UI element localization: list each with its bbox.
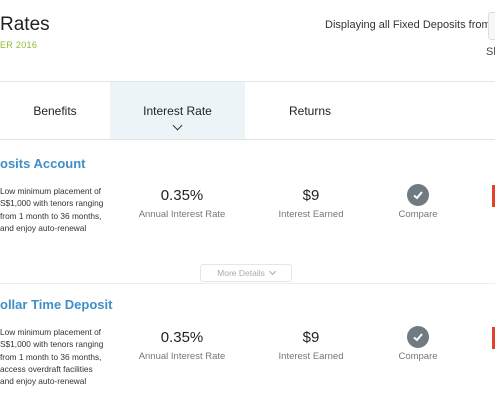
product-name-link[interactable]: ollar Time Deposit [0,297,113,312]
product-name-link[interactable]: osits Account [0,156,86,171]
product-description: Low minimum placement of S$1,000 with te… [0,185,110,234]
interest-earned-value: $9 [302,329,320,346]
chevron-down-icon [268,267,276,276]
description-line: access overdraft facilities [0,363,93,374]
sort-tabs: Benefits Interest Rate Returns [0,82,495,140]
more-details-button[interactable]: More Details [200,264,292,282]
tab-interest-rate[interactable]: Interest Rate [110,82,245,139]
interest-earned-value: $9 [302,187,320,204]
compare-check-icon[interactable] [407,184,429,206]
apply-button[interactable] [492,185,495,207]
chevron-down-icon [172,120,182,131]
interest-earned-label: Interest Earned [278,209,344,220]
tab-interest-rate-label: Interest Rate [143,103,212,118]
deposit-filter-select[interactable] [488,12,495,40]
description-line: and enjoy auto-renewal [0,376,87,387]
display-filter-label: Displaying all Fixed Deposits from [325,19,491,31]
description-line: S$1,000 with tenors ranging [0,198,104,209]
interest-rate-value: 0.35% [160,329,204,346]
description-line: from 1 month to 36 months, [0,210,102,221]
tab-benefits-label: Benefits [33,103,77,118]
compare-check-icon[interactable] [407,326,429,348]
description-line: from 1 month to 36 months, [0,351,102,362]
display-filter-sublabel: Sh [486,46,495,58]
page-subtitle: ER 2016 [0,40,38,50]
product-description: Low minimum placement of S$1,000 with te… [0,326,110,387]
compare-label: Compare [398,351,438,362]
tab-returns-label: Returns [288,103,332,118]
interest-rate-label: Annual Interest Rate [138,209,226,220]
apply-button[interactable] [492,327,495,349]
description-line: and enjoy auto-renewal [0,222,87,233]
description-line: Low minimum placement of [0,186,101,196]
interest-rate-value: 0.35% [160,187,204,204]
tab-returns[interactable]: Returns [245,82,375,139]
description-line: Low minimum placement of [0,327,101,337]
description-line: S$1,000 with tenors ranging [0,339,104,350]
section-divider [0,283,495,284]
tab-benefits[interactable]: Benefits [0,82,110,139]
more-details-label: More Details [217,268,265,278]
interest-rate-label: Annual Interest Rate [138,351,226,362]
page-title: Rates [0,14,50,35]
compare-label: Compare [398,209,438,220]
interest-earned-label: Interest Earned [278,351,344,362]
page-header: Rates ER 2016 Displaying all Fixed Depos… [0,0,495,82]
